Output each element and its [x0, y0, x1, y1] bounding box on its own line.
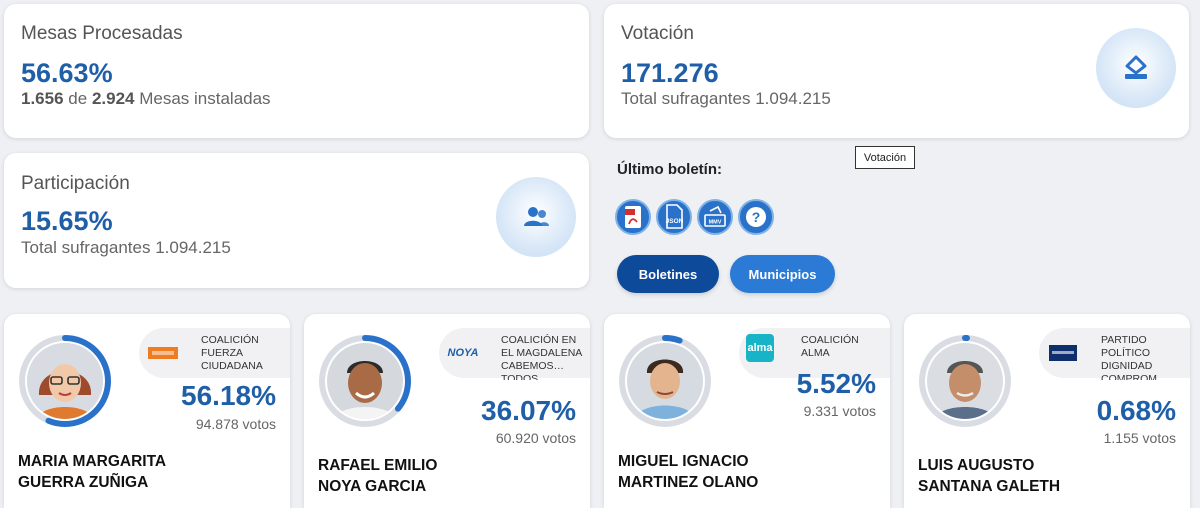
- candidate-photo: [627, 343, 703, 419]
- candidate-name-line1: RAFAEL EMILIO: [318, 457, 438, 474]
- party-name: COALICIÓN FUERZA CIUDADANA: [201, 334, 263, 372]
- participacion-card: Participación 15.65% Total sufragantes 1…: [4, 153, 589, 288]
- help-icon-text: ?: [752, 209, 761, 225]
- candidate-votes: 60.920 votos: [495, 430, 576, 446]
- participacion-subtitle: Total sufragantes 1.094.215: [21, 238, 231, 257]
- mesas-title: Mesas Procesadas: [21, 23, 183, 44]
- pdf-icon: [625, 206, 641, 228]
- candidate-photo-ring: [918, 334, 1012, 428]
- candidate-name-line2: SANTANA GALETH: [918, 478, 1061, 495]
- json-icon: JSON: [666, 204, 684, 229]
- mesas-percent: 56.63%: [21, 58, 113, 88]
- help-icon: ?: [746, 207, 766, 227]
- help-button[interactable]: ?: [738, 199, 774, 235]
- votacion-subtitle: Total sufragantes 1.094.215: [621, 89, 831, 108]
- ultimo-boletin-label: Último boletín:: [617, 161, 722, 178]
- party-logo: NOYA: [445, 343, 481, 363]
- pdf-download-button[interactable]: [615, 199, 651, 235]
- ballot-box-icon[interactable]: [1096, 28, 1176, 108]
- mesas-subtitle: 1.656 de 2.924 Mesas instaladas: [21, 89, 271, 109]
- progress-ring-arc: [319, 335, 411, 427]
- party-logo-text: NOYA: [447, 347, 479, 359]
- progress-ring-arc: [919, 335, 1011, 427]
- mmv-download-button[interactable]: MMV: [697, 199, 733, 235]
- votacion-value: 171.276: [621, 58, 719, 88]
- votacion-title: Votación: [621, 23, 694, 44]
- candidate-votes: 9.331 votos: [803, 403, 876, 419]
- party-name: COALICIÓN ALMA: [801, 334, 859, 359]
- candidate-name: LUIS AUGUSTO SANTANA GALETH: [918, 455, 1060, 497]
- progress-ring-arc: [19, 335, 111, 427]
- candidate-photo: [327, 343, 403, 419]
- mmv-icon-text: MMV: [709, 220, 722, 226]
- candidate-photo: [927, 343, 1003, 419]
- mesas-installed-suffix: Mesas instaladas: [139, 89, 271, 108]
- users-icon[interactable]: [496, 177, 576, 257]
- candidate-card-4[interactable]: PARTIDO POLÍTICO DIGNIDAD COMPROM… SO 0.…: [904, 314, 1190, 508]
- candidate-photo-ring: [318, 334, 412, 428]
- candidate-name-line1: LUIS AUGUSTO: [918, 457, 1035, 474]
- candidate-photo-ring: [618, 334, 712, 428]
- candidate-votes: 94.878 votos: [195, 416, 276, 432]
- candidate-photo: [27, 343, 103, 419]
- ballot-icon: MMV: [704, 205, 726, 227]
- participacion-title: Participación: [21, 173, 130, 194]
- candidate-card-3[interactable]: alma COALICIÓN ALMA 5.52% 9.331 votos MI…: [604, 314, 890, 508]
- candidate-name-line2: MARTINEZ OLANO: [618, 474, 759, 491]
- candidate-percent: 5.52%: [796, 368, 876, 399]
- participacion-percent: 15.65%: [21, 206, 113, 236]
- party-badge: alma COALICIÓN ALMA: [739, 328, 890, 378]
- boletines-button[interactable]: Boletines: [617, 255, 719, 293]
- candidate-card-1[interactable]: COALICIÓN FUERZA CIUDADANA 56.18% 94.878…: [4, 314, 290, 508]
- party-badge: PARTIDO POLÍTICO DIGNIDAD COMPROM… SO: [1039, 328, 1190, 380]
- party-name: COALICIÓN EN EL MAGDALENA CABEMOS… TODOS: [501, 334, 582, 380]
- mesas-installed: 2.924: [91, 89, 135, 108]
- candidate-name-line1: MIGUEL IGNACIO: [618, 453, 749, 470]
- candidate-votes: 1.155 votos: [1103, 430, 1176, 446]
- party-logo-text: alma: [747, 342, 773, 354]
- mesas-procesadas-card: Mesas Procesadas 56.63% 1.656 de 2.924 M…: [4, 4, 589, 138]
- party-logo: [145, 343, 181, 363]
- progress-ring-arc: [619, 335, 711, 427]
- party-name: PARTIDO POLÍTICO DIGNIDAD COMPROM… SO: [1101, 334, 1168, 380]
- party-logo: alma: [745, 333, 775, 363]
- candidate-percent: 56.18%: [181, 380, 276, 411]
- candidate-card-2[interactable]: NOYA COALICIÓN EN EL MAGDALENA CABEMOS… …: [304, 314, 590, 508]
- candidate-name-line2: NOYA GARCIA: [318, 478, 427, 495]
- party-badge: COALICIÓN FUERZA CIUDADANA: [139, 328, 290, 378]
- candidate-name: MIGUEL IGNACIO MARTINEZ OLANO: [618, 451, 758, 493]
- party-badge: NOYA COALICIÓN EN EL MAGDALENA CABEMOS… …: [439, 328, 590, 380]
- candidate-name: RAFAEL EMILIO NOYA GARCIA: [318, 455, 437, 497]
- votacion-tooltip: Votación: [855, 146, 915, 169]
- candidate-name-line1: MARIA MARGARITA: [18, 453, 167, 470]
- party-logo: [1045, 343, 1081, 363]
- json-icon-text: JSON: [666, 218, 684, 225]
- candidate-name: MARIA MARGARITA GUERRA ZUÑIGA: [18, 451, 166, 493]
- candidate-name-line2: GUERRA ZUÑIGA: [18, 474, 149, 491]
- candidate-percent: 36.07%: [481, 395, 576, 426]
- candidate-percent: 0.68%: [1096, 395, 1176, 426]
- json-download-button[interactable]: JSON: [656, 199, 692, 235]
- municipios-button[interactable]: Municipios: [730, 255, 835, 293]
- candidate-photo-ring: [18, 334, 112, 428]
- mesas-processed: 1.656: [21, 89, 64, 108]
- votacion-card: Votación 171.276 Total sufragantes 1.094…: [604, 4, 1189, 138]
- mesas-of-word: de: [68, 89, 88, 108]
